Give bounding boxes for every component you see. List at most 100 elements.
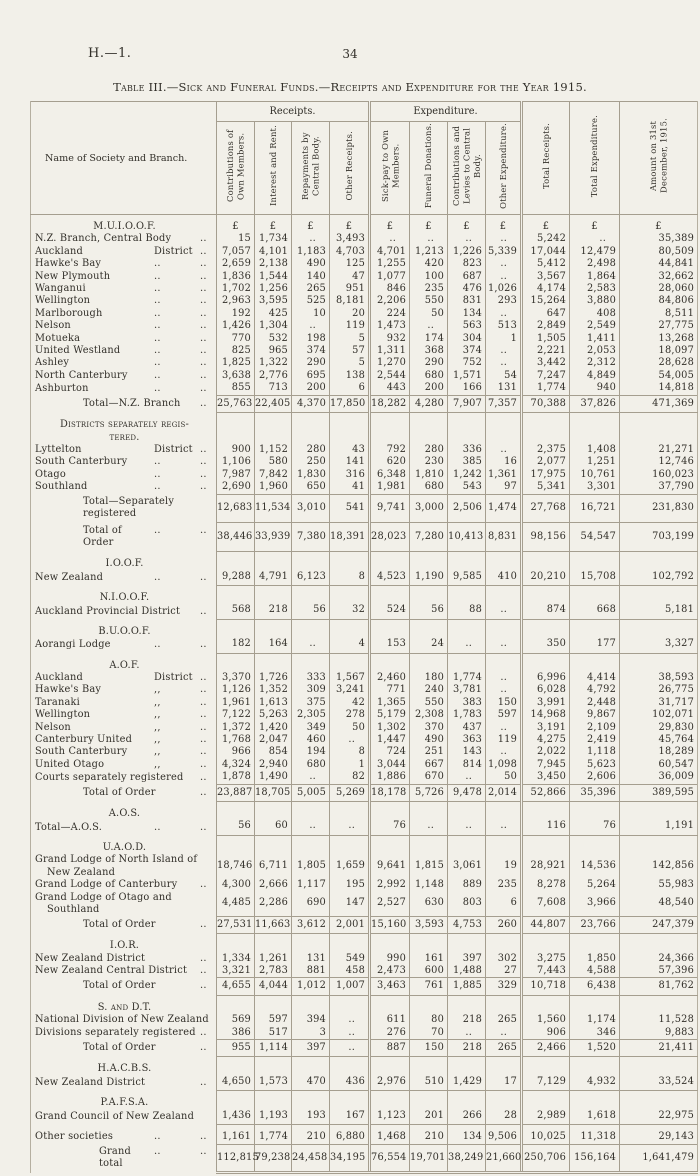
value-cell: 8,181 [328,295,370,308]
value-cell: 5,242 [520,233,570,246]
value-cell: 3,044 [368,758,410,772]
value-cell: 18,289 [619,746,699,759]
value-cell: 7,907 [447,394,486,414]
empty-cell [520,940,570,953]
value-cell: .. [291,771,330,785]
value-cell: 668 [569,604,620,620]
society-name: Total of Order [83,918,156,930]
column-header-other-receipts: Other Receipts. [328,121,370,215]
value-cell: 2,077 [520,456,570,469]
value-cell: 147 [328,891,370,917]
gap-cell [328,1090,370,1098]
leader-dots: .. [200,746,207,758]
empty-cell [447,1097,486,1110]
ditto-mark: .. [154,357,161,369]
value-cell: 82 [328,771,370,785]
gap-cell [447,619,486,626]
value-cell: 1,270 [368,357,410,370]
value-cell: 1,825 [216,357,255,370]
value-cell: .. [485,638,522,654]
expenditure-group-header: Expenditure. [368,101,522,122]
gap-cell [569,412,620,420]
empty-cell [447,591,486,605]
empty-cell [619,591,699,605]
gap-cell [409,1056,448,1064]
column-header-row: Contributions of Own Members. Interest a… [31,121,698,215]
society-name: Grand Council of New Zealand [35,1110,195,1122]
value-cell: .. [485,443,522,457]
society-name: United Westland [35,345,121,357]
value-cell: 24 [409,638,448,654]
table-row: Taranaki,,.. 1,961 1,613 375 42 1,365 550 383 15… [30,696,699,710]
value-cell: 28,023 [368,522,410,553]
empty-cell [619,558,699,571]
ditto-mark: ,, [154,746,161,758]
value-cell: 2,053 [569,345,620,358]
value-cell: 3,191 [520,721,570,735]
value-cell: 6 [328,382,370,396]
gap-cell [520,214,570,221]
value-cell: 17,044 [520,245,570,259]
value-cell: 9,867 [569,709,620,722]
value-cell: 568 [216,604,255,620]
value-cell: 7,987 [216,468,255,482]
gap-cell [569,1090,620,1098]
sick-and-funeral-funds-table: Name of Society and Branch. Receipts. Ex… [30,101,699,1175]
value-cell: 1,148 [409,879,448,892]
value-cell: 752 [447,357,486,370]
value-cell: 119 [485,734,522,747]
table-row: N.Z. Branch, Central Body.. 15 1,734.. 3,49… [30,233,699,246]
gap-cell [447,653,486,660]
value-cell: 6,880 [328,1131,370,1144]
ditto-mark: ,, [154,721,161,733]
value-cell: 56 [216,820,255,836]
society-name-cell: Total—N.Z. Branch.. [30,395,217,413]
total-row: Total of Order.. 955 1,114 397.. 887 150 218 26… [30,1039,699,1058]
society-name-cell: Otago.... [30,468,217,482]
value-cell: 102,071 [619,709,699,722]
value-cell: 3,000 [409,493,448,524]
gap-cell [368,412,410,420]
value-cell: 1,304 [254,320,292,333]
value-cell: 9,883 [619,1026,699,1040]
value-cell: 174 [409,332,448,346]
gap-cell [485,619,522,626]
gap-cell [254,835,292,842]
gap-cell [254,214,292,221]
value-cell: 4,701 [368,245,410,259]
value-cell: 1,961 [216,696,255,710]
value-cell: 855 [216,382,255,396]
value-cell: 5,623 [569,758,620,772]
value-cell: 138 [328,369,370,383]
value-cell: 1,372 [216,721,255,735]
empty-cell [569,558,620,571]
gap-cell [368,214,410,221]
empty-cell [254,841,292,855]
gap-cell [619,412,699,420]
empty-cell [216,625,255,639]
value-cell: 3,442 [520,357,570,370]
value-cell: 293 [485,295,522,308]
empty-cell [409,591,448,605]
value-cell: 470 [291,1075,330,1092]
value-cell: 2,976 [368,1075,410,1092]
value-cell: 2,666 [254,879,292,892]
section-gap-row [30,585,699,592]
value-cell: 761 [409,977,448,996]
section-heading-row: I.O.O.F. [30,558,699,571]
empty-cell [619,1097,699,1110]
leader-dots: .. [200,1042,207,1054]
value-cell: .. [328,1039,370,1058]
society-name: Wellington [35,295,91,307]
empty-cell [328,808,370,821]
gap-cell [485,585,522,592]
table-row: Southland.... 2,690 1,960 650 41 1,981 680 543 9… [30,481,699,495]
gap-cell [328,933,370,941]
value-cell: 1,429 [447,1075,486,1092]
value-cell: 3,966 [569,891,620,917]
value-cell: 5 [328,357,370,370]
value-cell: 3,593 [409,915,448,935]
leader-dots: .. [200,524,207,536]
gap-cell [520,585,570,592]
value-cell: 23,887 [216,783,255,803]
